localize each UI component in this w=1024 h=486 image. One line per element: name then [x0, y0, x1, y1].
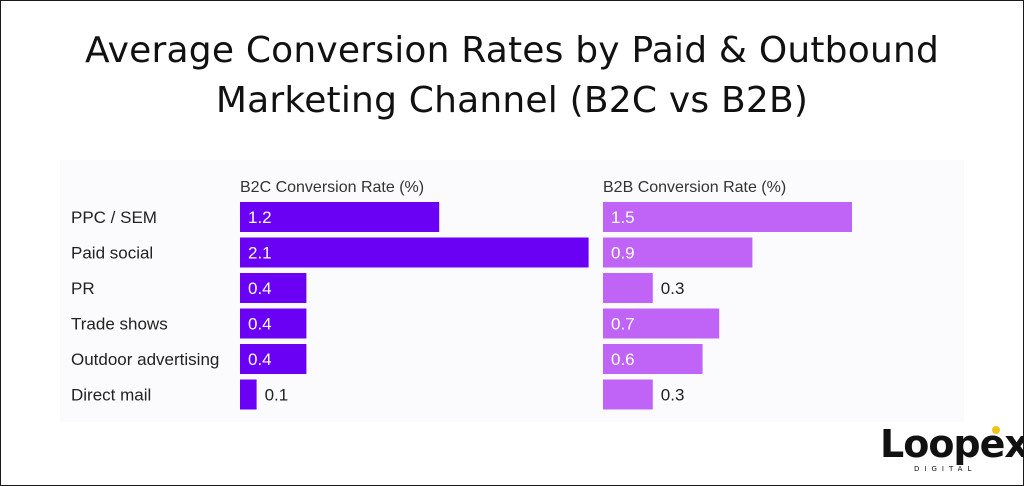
bar	[603, 237, 753, 268]
data-label: 0.3	[661, 386, 685, 405]
logo-accent-dot	[992, 426, 1000, 434]
loopex-logo: Loopex DIGITAL	[880, 422, 1024, 480]
bar	[603, 379, 653, 410]
bar	[240, 344, 307, 374]
data-label: 0.7	[611, 315, 635, 334]
data-label: 1.5	[611, 208, 635, 227]
data-label: 0.4	[248, 350, 272, 369]
data-label: 0.3	[661, 279, 685, 298]
chart-title: Average Conversion Rates by Paid & Outbo…	[0, 26, 1024, 126]
category-label: Direct mail	[71, 386, 151, 405]
category-label: PPC / SEM	[71, 208, 157, 227]
bar	[603, 344, 703, 374]
data-label: 0.1	[265, 386, 289, 405]
chart-title-line-2: Marketing Channel (B2C vs B2B)	[215, 80, 809, 121]
logo-wordmark: Loopex	[880, 422, 1024, 466]
bar	[603, 273, 653, 303]
bar	[240, 202, 440, 232]
bar	[240, 308, 307, 339]
bar	[603, 202, 852, 232]
series-header: B2C Conversion Rate (%)	[240, 179, 424, 196]
category-label: Trade shows	[71, 315, 168, 334]
data-label: 2.1	[248, 244, 272, 263]
data-label: 0.4	[248, 315, 272, 334]
chart-title-line-1: Average Conversion Rates by Paid & Outbo…	[84, 30, 940, 71]
category-label: PR	[71, 279, 95, 298]
data-label: 0.9	[611, 244, 635, 263]
logo-tagline: DIGITAL	[914, 465, 977, 473]
series-header: B2B Conversion Rate (%)	[603, 179, 786, 196]
bar	[240, 273, 307, 303]
data-label: 1.2	[248, 208, 272, 227]
data-label: 0.6	[611, 350, 635, 369]
bar	[240, 379, 257, 410]
category-label: Outdoor advertising	[71, 350, 219, 369]
data-label: 0.4	[248, 279, 272, 298]
bar	[240, 237, 589, 268]
category-label: Paid social	[71, 244, 153, 263]
bar	[603, 308, 720, 339]
